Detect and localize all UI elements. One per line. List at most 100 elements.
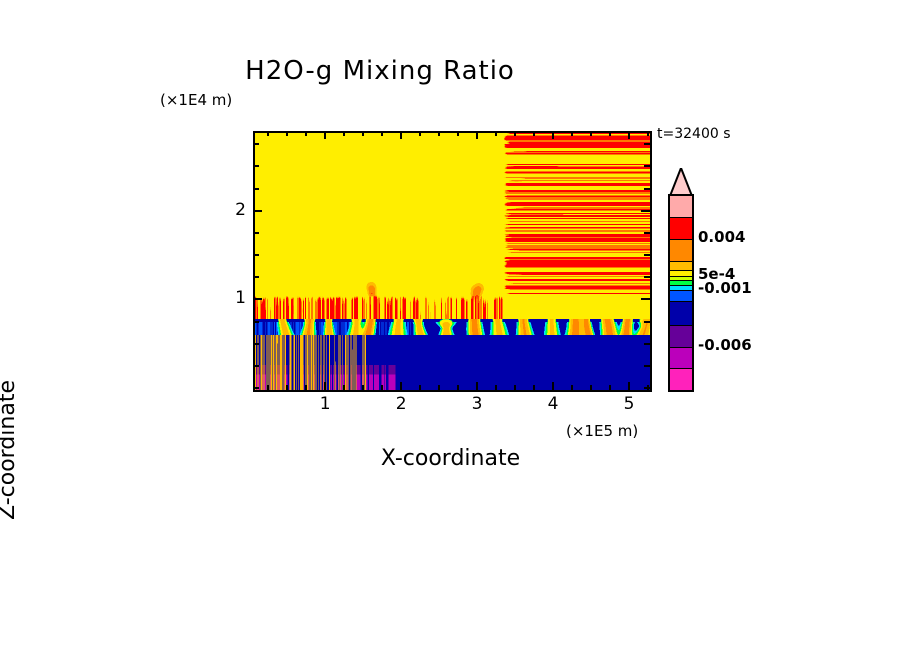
colorbar-band <box>670 326 692 348</box>
x-axis-tick <box>495 385 498 390</box>
x-axis-tick-top <box>533 131 536 136</box>
x-axis-tick <box>609 385 612 390</box>
x-axis-tick-top <box>305 131 308 136</box>
x-axis-tick <box>305 385 308 390</box>
colorbar-band <box>670 271 692 277</box>
chart-title: H2O-g Mixing Ratio <box>245 56 515 86</box>
x-axis-tick <box>324 382 327 390</box>
y-axis-tick-right <box>644 276 650 279</box>
colorbar-band <box>670 262 692 271</box>
y-axis-tick-right <box>644 387 650 389</box>
colorbar <box>668 194 694 392</box>
x-axis-tick-top <box>609 131 612 136</box>
x-axis-ticklabel: 1 <box>319 394 331 414</box>
y-axis-tick-right <box>644 231 650 234</box>
x-axis-tick-top <box>552 131 555 139</box>
colorbar-band <box>670 196 692 218</box>
colorbar-band <box>670 369 692 390</box>
y-axis-tick <box>253 276 259 279</box>
y-axis-tick <box>253 231 259 234</box>
x-axis-tick-top <box>438 131 441 136</box>
x-axis-tick-top <box>267 131 270 136</box>
x-axis-tick <box>381 385 384 390</box>
x-axis-tick-top <box>476 131 479 139</box>
y-axis-tick-right <box>644 165 650 168</box>
y-axis-tick-right <box>641 209 650 212</box>
x-axis-tick-top <box>362 131 365 136</box>
colorbar-tick-label: 5e-4 <box>698 265 736 283</box>
y-axis-tick <box>253 143 259 146</box>
timestamp-annotation: t=32400 s <box>657 126 731 142</box>
y-axis-tick-right <box>644 254 650 257</box>
x-axis-tick <box>476 382 479 390</box>
colorbar-tick-label: -0.001 <box>698 279 752 297</box>
y-axis-tick <box>253 320 259 323</box>
x-axis-ticklabel: 5 <box>623 394 635 414</box>
y-axis-tick <box>253 254 259 257</box>
x-axis-ticklabel: 4 <box>547 394 559 414</box>
x-axis-tick <box>590 385 593 390</box>
x-axis-tick <box>286 385 289 390</box>
y-axis-tick-right <box>644 342 650 345</box>
y-axis-title: Z-coordinate <box>0 380 20 520</box>
y-axis-tick <box>253 209 262 212</box>
x-axis-tick <box>457 385 460 390</box>
colorbar-band <box>670 218 692 240</box>
x-axis-ticklabel: 2 <box>395 394 407 414</box>
x-axis-tick-top <box>628 131 630 139</box>
x-axis-tick-top <box>571 131 574 136</box>
y-axis-tick-right <box>644 187 650 190</box>
y-axis-tick-right <box>644 320 650 323</box>
x-axis-tick <box>438 385 441 390</box>
y-axis-tick <box>253 387 259 389</box>
x-axis-tick-top <box>457 131 460 136</box>
colorbar-band <box>670 281 692 286</box>
x-axis-tick <box>514 385 517 390</box>
x-axis-tick <box>267 385 270 390</box>
colorbar-band <box>670 348 692 369</box>
x-axis-tick <box>343 385 346 390</box>
colorbar-tick-label: -0.006 <box>698 336 752 354</box>
plot-area <box>253 131 652 392</box>
x-axis-tick-top <box>590 131 593 136</box>
x-axis-tick-top <box>514 131 517 136</box>
x-axis-tick-top <box>381 131 384 136</box>
y-axis-tick-right <box>644 143 650 146</box>
y-axis-tick <box>253 364 259 367</box>
x-axis-tick-top <box>400 131 403 139</box>
colorbar-band <box>670 302 692 326</box>
y-axis-tick-right <box>644 364 650 367</box>
contour-field <box>255 133 650 390</box>
y-axis-tick <box>253 187 259 190</box>
x-axis-tick-top <box>495 131 498 136</box>
colorbar-band <box>670 240 692 262</box>
x-axis-tick-top <box>286 131 289 136</box>
y-axis-tick-right <box>641 298 650 301</box>
colorbar-band <box>670 277 692 281</box>
x-axis-tick <box>533 385 536 390</box>
x-axis-tick <box>362 385 365 390</box>
colorbar-tick-label: 0.004 <box>698 228 746 246</box>
y-axis-tick <box>253 342 259 345</box>
x-axis-unit-label: (×1E5 m) <box>566 422 639 440</box>
x-axis-tick <box>400 382 403 390</box>
y-axis-ticklabel: 1 <box>235 288 246 309</box>
x-axis-tick <box>419 385 422 390</box>
x-axis-title: X-coordinate <box>380 446 521 471</box>
x-axis-tick <box>552 382 555 390</box>
colorbar-band <box>670 291 692 302</box>
y-axis-tick <box>253 165 259 168</box>
x-axis-ticklabel: 3 <box>471 394 483 414</box>
colorbar-arrow-icon <box>668 168 694 196</box>
y-axis-ticklabel: 2 <box>235 199 246 220</box>
y-axis-tick <box>253 298 262 301</box>
x-axis-tick-top <box>324 131 327 139</box>
x-axis-tick <box>628 382 630 390</box>
y-axis-unit-label: (×1E4 m) <box>160 91 233 109</box>
x-axis-tick-top <box>343 131 346 136</box>
colorbar-band <box>670 286 692 291</box>
x-axis-tick-top <box>419 131 422 136</box>
x-axis-tick-top <box>647 131 649 136</box>
x-axis-tick <box>571 385 574 390</box>
